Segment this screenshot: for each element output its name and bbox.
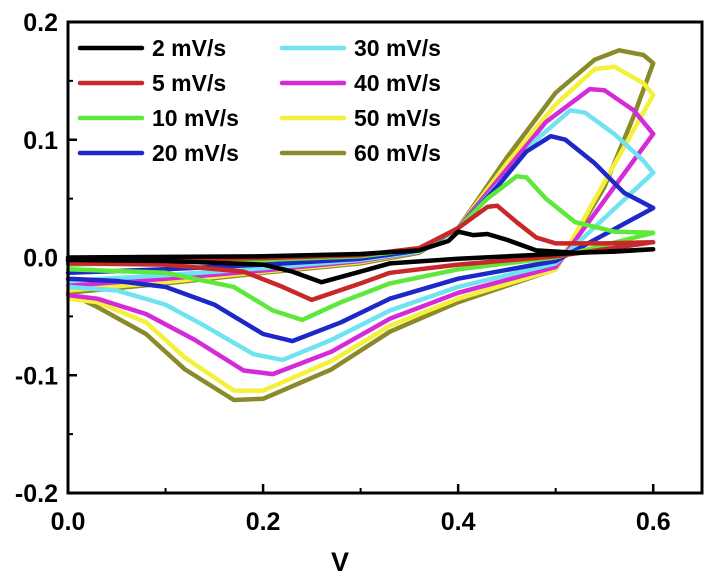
legend-label-50-mv-s: 50 mV/s: [354, 105, 441, 131]
legend-label-10-mv-s: 10 mV/s: [152, 105, 239, 131]
legend: 2 mV/s 5 mV/s 10 mV/s 20 mV/s 30 mV/s 40 mV/s…: [77, 35, 441, 166]
series-60-mv-s-line: [65, 48, 656, 403]
y-tick-label: 0.0: [23, 245, 58, 273]
y-tick-label: 0.2: [23, 9, 58, 37]
y-tick-label: -0.1: [15, 362, 58, 390]
ticks-layer: [66, 20, 655, 495]
curves-layer: [65, 48, 656, 403]
x-tick-label: 0.0: [51, 508, 86, 536]
legend-label-60-mv-s: 60 mV/s: [354, 140, 441, 166]
x-axis-label: V: [331, 547, 349, 572]
legend-label-30-mv-s: 30 mV/s: [354, 35, 441, 61]
y-tick-label: -0.2: [15, 480, 58, 508]
tick-labels-layer: 0.0 0.2 0.4 0.6 0.2 0.1 0.0 -0.1 -0.2: [15, 9, 671, 536]
x-tick-label: 0.6: [636, 508, 671, 536]
legend-label-2-mv-s: 2 mV/s: [152, 35, 226, 61]
series-2-mv-s-line: [65, 229, 656, 285]
legend-label-20-mv-s: 20 mV/s: [152, 140, 239, 166]
y-tick-label: 0.1: [23, 127, 58, 155]
legend-label-40-mv-s: 40 mV/s: [354, 70, 441, 96]
legend-label-5-mv-s: 5 mV/s: [152, 70, 226, 96]
x-tick-label: 0.2: [246, 508, 281, 536]
x-tick-label: 0.4: [441, 508, 476, 536]
series-20-mv-s-line: [65, 133, 656, 344]
